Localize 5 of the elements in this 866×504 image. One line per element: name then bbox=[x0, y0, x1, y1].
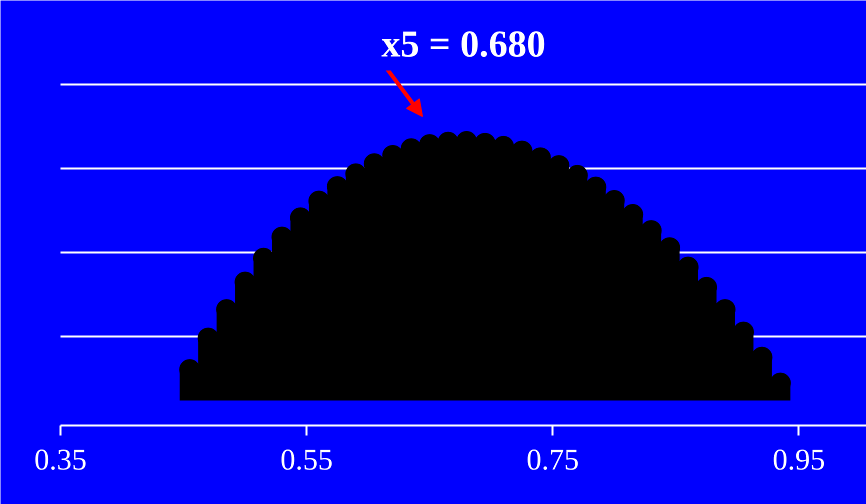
chart-title: x5 = 0.680 bbox=[381, 24, 546, 66]
x-tick-label: 0.95 bbox=[772, 444, 826, 476]
x-tick-label: 0.75 bbox=[526, 444, 579, 476]
x-tick-label: 0.55 bbox=[280, 444, 333, 476]
x-tick-label: 0.35 bbox=[34, 444, 87, 476]
